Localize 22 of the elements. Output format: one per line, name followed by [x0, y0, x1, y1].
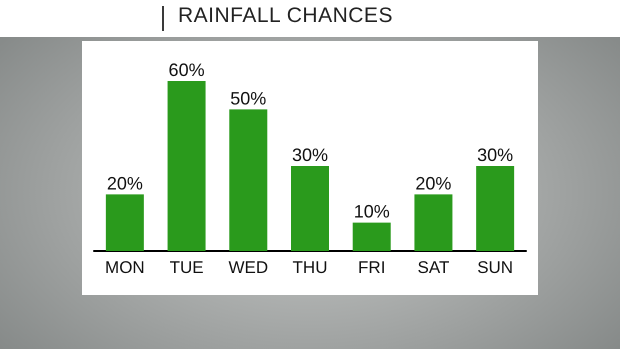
- x-tick-label: SAT: [418, 258, 450, 277]
- bar: [168, 81, 206, 251]
- x-tick-label: MON: [105, 258, 145, 277]
- x-tick-label: FRI: [358, 258, 386, 277]
- bar: [476, 166, 514, 251]
- bar: [229, 109, 268, 251]
- bar: [106, 194, 144, 251]
- x-tick-label: TUE: [170, 258, 204, 277]
- bar: [352, 222, 391, 251]
- x-tick-label: THU: [292, 258, 328, 277]
- x-tick-label: SUN: [477, 258, 514, 277]
- data-label: 60%: [168, 60, 205, 80]
- x-tick-label: WED: [228, 258, 268, 277]
- bar: [414, 194, 452, 251]
- data-label: 20%: [415, 173, 452, 194]
- data-label: 30%: [477, 145, 514, 165]
- data-label: 20%: [106, 173, 143, 194]
- chart-title: RAINFALL CHANCES: [178, 4, 393, 28]
- data-label: 10%: [354, 202, 390, 222]
- data-label: 30%: [292, 145, 328, 165]
- data-label: 50%: [230, 88, 266, 108]
- bar: [291, 166, 329, 251]
